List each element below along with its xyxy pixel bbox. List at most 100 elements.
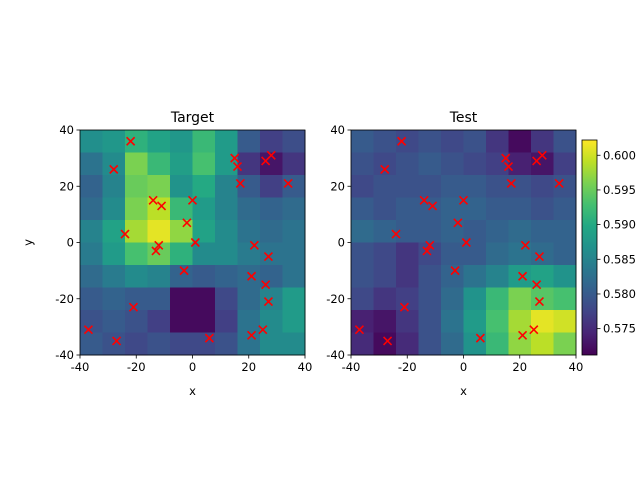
heatmap-cell <box>170 332 193 356</box>
heatmap-cell <box>441 220 464 243</box>
heatmap-cell <box>486 175 509 198</box>
heatmap-cell <box>170 152 193 176</box>
x-tick-label: 0 <box>460 360 467 374</box>
heatmap-cell <box>441 175 464 198</box>
heatmap-cell <box>373 220 397 243</box>
heatmap-cell <box>418 130 442 153</box>
point-marker-stroke <box>391 229 401 239</box>
heatmap-cell <box>102 152 126 176</box>
heatmap-cell <box>125 152 148 176</box>
heatmap-cell <box>80 175 103 198</box>
heatmap-cell <box>125 242 148 266</box>
heatmap-cell <box>282 332 306 356</box>
heatmap-cell <box>170 220 193 243</box>
heatmap-cell <box>463 310 487 333</box>
heatmap-cell <box>396 242 419 266</box>
heatmap-cell <box>170 197 193 221</box>
heatmap-cell <box>553 242 577 266</box>
heatmap-cell <box>125 310 148 333</box>
heatmap-cell <box>508 332 532 356</box>
heatmap-cell <box>147 332 171 356</box>
point-marker <box>156 201 167 211</box>
heatmap-cell <box>282 265 306 288</box>
heatmap-cell <box>463 197 487 221</box>
heatmap-cell <box>396 152 419 176</box>
heatmap-cell <box>237 310 261 333</box>
point-marker-stroke <box>399 302 410 312</box>
heatmap-cell <box>396 175 419 198</box>
point-marker <box>179 266 189 276</box>
heatmap-cell <box>282 175 306 198</box>
point-marker <box>520 240 530 250</box>
point-marker <box>109 164 119 174</box>
heatmap-cell <box>80 152 103 176</box>
point-marker <box>427 201 438 211</box>
point-marker <box>126 136 136 146</box>
heatmap-cell <box>351 265 374 288</box>
heatmap-cell <box>531 130 554 153</box>
heatmap-cell <box>553 265 577 288</box>
heatmap-cell <box>351 287 374 311</box>
heatmap-cell <box>170 130 193 153</box>
axes-test: -40 -20 0 20 40 -40 -20 0 20 40 Test x <box>326 110 583 398</box>
heatmap-cell <box>102 265 126 288</box>
heatmap-cell <box>215 265 238 288</box>
heatmap-cell <box>102 175 126 198</box>
heatmap-cell <box>237 265 261 288</box>
heatmap-cell <box>351 152 374 176</box>
heatmap-cell <box>508 310 532 333</box>
heatmap-cell <box>102 197 126 221</box>
x-tick-label: -40 <box>71 360 90 374</box>
point-marker-stroke <box>151 246 161 256</box>
heatmap-cell <box>486 287 509 311</box>
point-marker <box>246 330 257 340</box>
heatmap-cell <box>237 130 261 153</box>
heatmap-cell <box>553 310 577 333</box>
point-marker-stroke <box>249 240 259 250</box>
heatmap-cell <box>418 220 442 243</box>
heatmap-cell <box>373 265 397 288</box>
y-tick-label: 40 <box>330 123 345 137</box>
axes-title: Test <box>449 110 478 126</box>
x-tick-label: 40 <box>569 360 584 374</box>
point-marker-stroke <box>397 136 407 146</box>
point-marker <box>534 251 545 262</box>
heatmap-cell <box>418 287 442 311</box>
point-marker-stroke <box>109 164 119 174</box>
heatmap-cell <box>80 242 103 266</box>
heatmap-cell <box>373 152 397 176</box>
heatmap-cell <box>147 175 171 198</box>
point-marker <box>182 218 192 228</box>
x-tick-label: -20 <box>398 360 417 374</box>
point-marker-stroke <box>83 325 94 335</box>
heatmap-cell <box>351 197 374 221</box>
heatmap-cell <box>260 332 283 356</box>
heatmap-cell <box>508 242 532 266</box>
heatmap-cell <box>282 152 306 176</box>
point-marker-stroke <box>450 266 460 276</box>
point-marker-stroke <box>204 333 214 343</box>
point-marker-stroke <box>283 178 293 189</box>
colorbar-tick-label: 0.595 <box>603 183 636 197</box>
heatmap-cell <box>192 220 216 243</box>
heatmap-cell <box>260 197 283 221</box>
point-marker-stroke <box>354 325 365 335</box>
point-marker <box>475 333 485 343</box>
colorbar: 0.575 0.580 0.585 0.590 0.595 0.600 <box>581 139 636 356</box>
y-tick-label: 20 <box>330 179 345 193</box>
heatmap-cell <box>215 287 238 311</box>
heatmap-cell <box>260 175 283 198</box>
point-marker <box>154 240 164 250</box>
point-marker <box>534 296 545 307</box>
heatmap-cell <box>215 332 238 356</box>
heatmap-cell <box>463 175 487 198</box>
heatmap-cell <box>102 242 126 266</box>
heatmap-cell <box>441 265 464 288</box>
heatmap-cell <box>396 310 419 333</box>
point-marker <box>537 150 547 160</box>
heatmap-cell <box>192 287 216 311</box>
heatmap-cell <box>147 265 171 288</box>
heatmap-cell <box>237 242 261 266</box>
point-marker <box>391 229 401 239</box>
point-marker <box>111 336 122 346</box>
